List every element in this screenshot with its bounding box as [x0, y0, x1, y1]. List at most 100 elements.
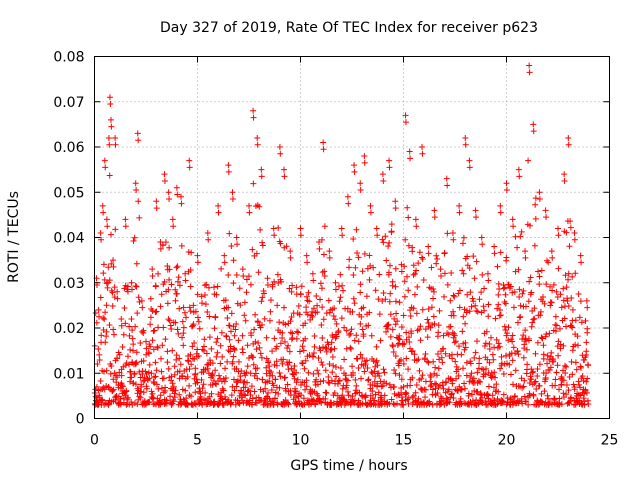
data-point: [527, 373, 534, 380]
data-point: [422, 394, 429, 401]
data-point: [409, 248, 416, 255]
data-point: [122, 223, 129, 230]
data-point: [555, 232, 562, 239]
data-point: [422, 351, 429, 358]
data-point: [276, 384, 283, 391]
data-point: [556, 395, 563, 402]
data-point: [511, 288, 518, 295]
data-point: [233, 234, 240, 241]
data-point: [314, 302, 321, 309]
data-point: [352, 376, 359, 383]
data-point: [565, 399, 572, 406]
data-point: [161, 171, 168, 178]
data-point: [242, 372, 249, 379]
data-point: [188, 393, 195, 400]
data-point: [534, 366, 541, 373]
data-point: [208, 372, 215, 379]
data-point: [548, 299, 555, 306]
data-point: [344, 305, 351, 312]
data-point: [188, 361, 195, 368]
data-point: [430, 358, 437, 365]
data-point: [509, 381, 516, 388]
data-point: [410, 392, 417, 399]
data-point: [445, 331, 452, 338]
data-point: [451, 293, 458, 300]
data-point: [121, 285, 128, 292]
data-point: [107, 101, 114, 108]
data-point: [454, 387, 461, 394]
data-point: [304, 397, 311, 404]
data-point: [517, 313, 524, 320]
data-point: [238, 387, 245, 394]
data-point: [311, 343, 318, 350]
data-point: [137, 340, 144, 347]
data-point: [245, 273, 252, 280]
data-point: [526, 69, 533, 76]
data-point: [327, 347, 334, 354]
data-point: [109, 302, 116, 309]
data-point: [205, 236, 212, 243]
data-point: [580, 377, 587, 384]
data-point: [343, 398, 350, 405]
data-point: [510, 344, 517, 351]
data-point: [100, 261, 107, 268]
data-point: [100, 209, 107, 216]
data-point: [374, 362, 381, 369]
data-point: [309, 313, 316, 320]
data-point: [332, 364, 339, 371]
data-point: [213, 339, 220, 346]
data-point: [530, 128, 537, 135]
data-point: [130, 347, 137, 354]
data-point: [140, 378, 147, 385]
data-point: [113, 379, 120, 386]
data-point: [147, 295, 154, 302]
data-point: [456, 383, 463, 390]
data-point: [288, 288, 295, 295]
data-point: [219, 400, 226, 407]
data-point: [469, 295, 476, 302]
data-point: [318, 359, 325, 366]
data-point: [140, 357, 147, 364]
data-point: [442, 350, 449, 357]
data-point: [304, 259, 311, 266]
data-point: [300, 395, 307, 402]
data-point: [310, 396, 317, 403]
data-point: [278, 278, 285, 285]
data-point: [228, 392, 235, 399]
data-point: [168, 281, 175, 288]
data-point: [444, 230, 451, 237]
data-point: [464, 291, 471, 298]
data-point: [369, 388, 376, 395]
data-point: [400, 383, 407, 390]
data-point: [195, 353, 202, 360]
data-point: [310, 277, 317, 284]
data-point: [503, 186, 510, 193]
data-point: [398, 261, 405, 268]
data-point: [120, 331, 127, 338]
data-point: [425, 320, 432, 327]
data-point: [341, 356, 348, 363]
data-point: [572, 317, 579, 324]
data-point: [274, 302, 281, 309]
data-point: [204, 361, 211, 368]
data-point: [435, 365, 442, 372]
data-point: [441, 250, 448, 257]
data-point: [173, 264, 180, 271]
data-point: [225, 162, 232, 169]
data-point: [562, 370, 569, 377]
data-point: [569, 347, 576, 354]
data-point: [373, 343, 380, 350]
data-point: [257, 226, 264, 233]
x-tick-label: 10: [292, 433, 310, 449]
data-point: [570, 381, 577, 388]
data-point: [509, 332, 516, 339]
data-point: [149, 395, 156, 402]
data-point: [546, 367, 553, 374]
data-point: [258, 166, 265, 173]
data-point: [402, 389, 409, 396]
data-point: [372, 391, 379, 398]
data-point: [526, 278, 533, 285]
data-point: [250, 107, 257, 114]
data-point: [493, 336, 500, 343]
data-point: [269, 348, 276, 355]
